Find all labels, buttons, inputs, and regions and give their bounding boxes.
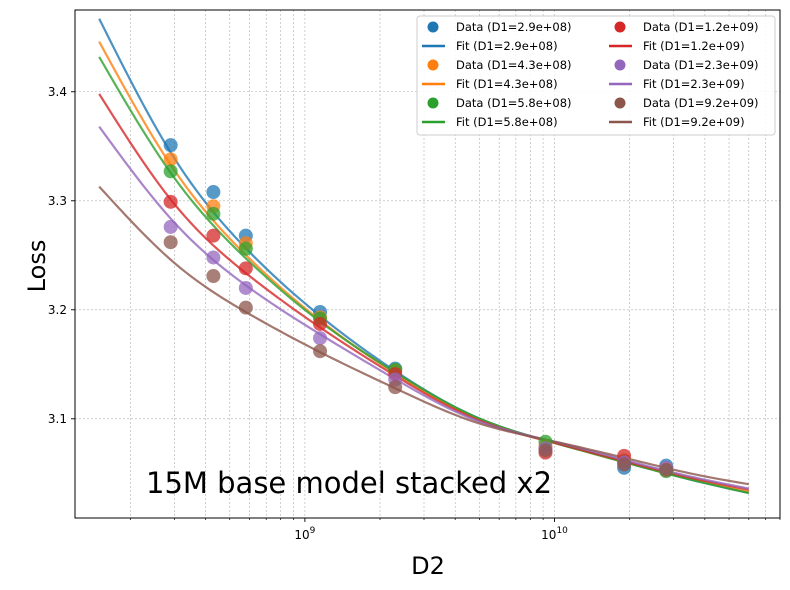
axis-ticks: 109 1010 3.1 3.2 3.3 3.4 — [48, 85, 781, 542]
data-point-D1=5.8e+08 — [238, 241, 253, 256]
legend-label: Data (D1=4.3e+08) — [456, 58, 572, 72]
data-point-D1=9.2e+09 — [617, 457, 632, 472]
data-point-D1=9.2e+09 — [238, 300, 253, 315]
plot-frame — [74, 9, 781, 519]
x-tick-label: 109 — [294, 526, 315, 542]
legend: Data (D1=2.9e+08) Fit (D1=2.9e+08) Data (D… — [416, 15, 776, 136]
data-point-D1=1.2e+09 — [238, 261, 253, 276]
legend-label: Fit (D1=2.3e+09) — [643, 77, 745, 91]
legend-label: Fit (D1=5.8e+08) — [456, 115, 558, 129]
data-point-D1=1.2e+09 — [206, 228, 221, 243]
legend-box — [416, 15, 776, 136]
data-point-D1=5.8e+08 — [163, 164, 178, 179]
legend-label: Fit (D1=2.9e+08) — [456, 39, 558, 53]
data-point-D1=1.2e+09 — [313, 316, 328, 331]
data-point-D1=9.2e+09 — [659, 463, 674, 478]
data-point-D1=9.2e+09 — [163, 235, 178, 250]
legend-marker-data — [427, 21, 439, 33]
fit-line-D1=9.2e+09 — [98, 185, 749, 486]
legend-marker-data — [614, 97, 626, 109]
y-tick-label: 3.2 — [48, 303, 67, 317]
legend-marker-data — [427, 97, 439, 109]
legend-label: Fit (D1=1.2e+09) — [643, 39, 745, 53]
data-point-D1=9.2e+09 — [538, 443, 553, 458]
data-point-D1=5.8e+08 — [206, 206, 221, 221]
fit-lines — [98, 18, 750, 495]
y-axis-title: Loss — [23, 240, 51, 293]
x-tick-label: 1010 — [541, 526, 568, 542]
data-point-D1=2.9e+08 — [206, 185, 221, 200]
chart-annotation: 15M base model stacked x2 — [146, 466, 552, 500]
data-point-D1=9.2e+09 — [313, 344, 328, 359]
legend-label: Data (D1=2.3e+09) — [643, 58, 759, 72]
x-axis-title: D2 — [411, 552, 445, 580]
data-point-D1=2.3e+09 — [163, 219, 178, 234]
fit-line-D1=5.8e+08 — [98, 56, 750, 495]
legend-marker-data — [614, 21, 626, 33]
y-tick-label: 3.3 — [48, 194, 67, 208]
data-point-D1=4.3e+08 — [163, 152, 178, 167]
legend-label: Data (D1=5.8e+08) — [456, 96, 572, 110]
data-point-D1=2.3e+09 — [206, 250, 221, 265]
data-point-D1=2.3e+09 — [313, 331, 328, 346]
data-points — [163, 138, 674, 479]
y-tick-label: 3.4 — [48, 85, 67, 99]
data-point-D1=9.2e+09 — [206, 268, 221, 283]
y-tick-label: 3.1 — [48, 412, 67, 426]
legend-marker-data — [427, 59, 439, 71]
data-point-D1=1.2e+09 — [163, 194, 178, 209]
data-point-D1=2.9e+08 — [163, 138, 178, 153]
legend-marker-data — [614, 59, 626, 71]
data-point-D1=9.2e+09 — [388, 380, 403, 395]
legend-label: Data (D1=9.2e+09) — [643, 96, 759, 110]
legend-label: Fit (D1=9.2e+09) — [643, 115, 745, 129]
legend-label: Data (D1=1.2e+09) — [643, 20, 759, 34]
legend-label: Fit (D1=4.3e+08) — [456, 77, 558, 91]
data-point-D1=2.3e+09 — [238, 280, 253, 295]
legend-label: Data (D1=2.9e+08) — [456, 20, 572, 34]
